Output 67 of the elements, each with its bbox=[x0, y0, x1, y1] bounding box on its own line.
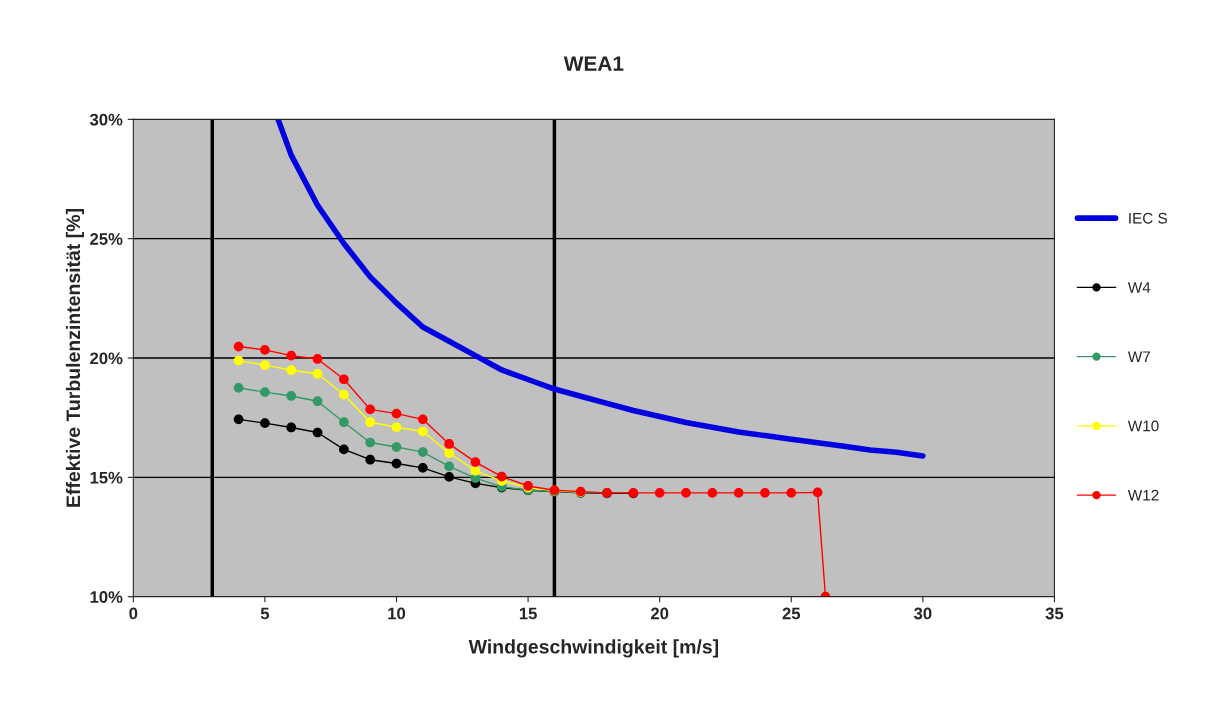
point bbox=[286, 422, 297, 433]
point bbox=[391, 408, 402, 419]
point bbox=[233, 382, 244, 393]
point bbox=[496, 471, 507, 482]
point bbox=[260, 345, 270, 355]
point bbox=[417, 447, 428, 457]
point bbox=[417, 462, 428, 473]
point bbox=[286, 350, 297, 361]
point bbox=[417, 414, 428, 425]
point bbox=[812, 487, 823, 498]
y-tick-label: 30% bbox=[89, 113, 123, 126]
point bbox=[470, 457, 481, 467]
legend-label: W7 bbox=[1127, 351, 1150, 362]
x-tick-label: 5 bbox=[260, 607, 270, 620]
x-tick-label: 35 bbox=[1045, 607, 1064, 620]
point bbox=[312, 368, 323, 379]
x-tick-label: 25 bbox=[782, 607, 801, 620]
point bbox=[365, 454, 376, 465]
point bbox=[417, 426, 428, 437]
point bbox=[444, 448, 454, 458]
chart-title: WEA1 bbox=[563, 56, 624, 71]
point bbox=[391, 442, 402, 452]
x-tick-label: 0 bbox=[129, 607, 138, 620]
point bbox=[312, 354, 323, 364]
x-tick-label: 30 bbox=[913, 607, 932, 620]
point bbox=[339, 417, 349, 428]
x-tick-label: 15 bbox=[519, 607, 537, 620]
point bbox=[444, 472, 454, 482]
x-axis-title: Windgeschwindigkeit [m/s] bbox=[468, 639, 719, 658]
legend-label: W4 bbox=[1127, 282, 1151, 293]
point bbox=[681, 488, 691, 498]
point bbox=[339, 444, 349, 455]
point bbox=[391, 422, 402, 433]
point bbox=[760, 488, 770, 498]
y-tick-label: 20% bbox=[90, 352, 123, 365]
point bbox=[312, 427, 323, 438]
point bbox=[233, 414, 244, 425]
legend-label: IEC S bbox=[1129, 212, 1168, 224]
point bbox=[233, 341, 244, 352]
point bbox=[260, 360, 270, 371]
point bbox=[786, 488, 797, 498]
point bbox=[286, 365, 297, 376]
point bbox=[654, 488, 665, 498]
point bbox=[339, 389, 349, 400]
point bbox=[286, 391, 297, 401]
legend-label: W12 bbox=[1127, 489, 1159, 501]
point bbox=[365, 437, 376, 448]
y-tick-label: 25% bbox=[90, 233, 123, 245]
point bbox=[391, 458, 402, 469]
point bbox=[365, 404, 376, 415]
y-axis-title: Effektive Turbulenzintensität [%] bbox=[65, 209, 84, 507]
point bbox=[733, 488, 744, 498]
point bbox=[707, 488, 718, 498]
x-tick-label: 10 bbox=[388, 607, 406, 620]
point bbox=[365, 417, 376, 428]
point bbox=[444, 461, 454, 472]
y-tick-label: 10% bbox=[90, 591, 123, 603]
point bbox=[444, 439, 454, 449]
y-tick-label: 15% bbox=[90, 471, 123, 484]
point bbox=[470, 466, 481, 476]
point bbox=[260, 387, 270, 398]
point bbox=[260, 418, 270, 429]
point bbox=[233, 355, 244, 366]
x-tick-label: 20 bbox=[650, 607, 669, 620]
point bbox=[312, 396, 323, 407]
legend-label: W10 bbox=[1127, 420, 1159, 432]
point bbox=[339, 374, 349, 385]
